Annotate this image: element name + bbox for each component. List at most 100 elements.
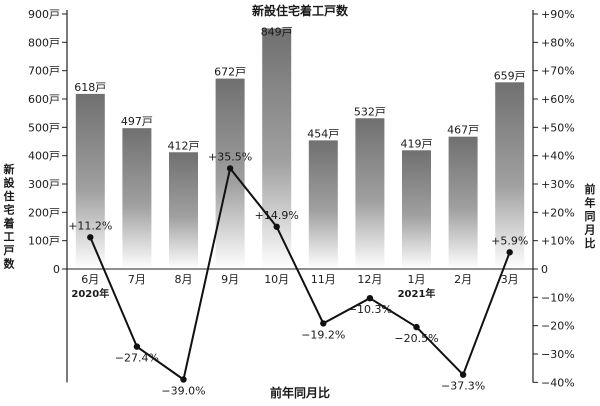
left-axis-title-char: 工 [4, 231, 15, 244]
chart-title: 新設住宅着工戸数 [252, 3, 349, 18]
right-tick-label: +30% [541, 178, 575, 191]
left-tick-label: 0 [53, 263, 60, 276]
left-tick-label: 600戸 [28, 93, 60, 106]
bar [122, 128, 152, 269]
year-label: 2021年 [398, 287, 436, 300]
line-point-label: −10.3% [348, 303, 392, 316]
bar [75, 93, 105, 270]
bar-value-label: 419戸 [401, 137, 433, 150]
bar [262, 28, 292, 270]
bar [215, 78, 245, 269]
bar-value-label: 532戸 [354, 105, 386, 118]
line-point [180, 376, 187, 383]
bar [402, 150, 431, 269]
category-label: 2月 [454, 273, 472, 286]
line-point-label: −37.3% [441, 380, 485, 393]
line-point [320, 320, 327, 327]
left-tick-label: 900戸 [28, 8, 60, 21]
left-tick-label: 800戸 [28, 36, 60, 49]
bar-value-label: 497戸 [121, 115, 153, 128]
line-point-label: +11.2% [68, 219, 112, 232]
right-tick-label: +20% [541, 206, 575, 219]
line-point [459, 371, 467, 378]
left-axis-title-char: 住 [4, 189, 15, 203]
right-axis: −40% −30% −20% −10% 0 +10% +20% +30% +40% +50% +60… [532, 8, 575, 389]
left-axis-title-char: 戸 [4, 244, 15, 257]
left-tick-label: 400戸 [28, 150, 60, 163]
bar-value-label: 659戸 [494, 69, 526, 82]
line-series: +11.2% −27.4% −39.0% +35.5% +14.9% −19.2%−10.… [68, 150, 528, 397]
left-axis-title-char: 着 [3, 216, 15, 230]
line-point [226, 165, 234, 172]
right-tick-label: −30% [541, 348, 575, 361]
left-tick-label: 100戸 [28, 235, 60, 248]
category-label: 8月 [175, 273, 193, 286]
category-label: 11月 [311, 273, 336, 286]
right-tick-label: −20% [541, 320, 575, 333]
line-point [133, 343, 141, 350]
right-tick-label: +90% [541, 8, 575, 21]
bar-value-label: 618戸 [74, 81, 106, 94]
category-label: 9月 [221, 273, 239, 286]
right-tick-label: −10% [541, 291, 575, 304]
line-point-label: −39.0% [161, 385, 205, 398]
left-axis: 0 100戸 200戸 300戸 400戸 500戸 600戸 700戸 800戸 900戸 [28, 8, 68, 383]
category-label: 7月 [128, 273, 146, 286]
left-axis-title: 新設住宅着工戸数 [3, 162, 16, 271]
bar-value-label: 454戸 [307, 127, 339, 140]
category-labels: 6月 7月 8月 9月 10月 11月 12月 1月 2月 3月 2020年 2021年 [71, 273, 518, 300]
right-tick-label: +80% [541, 36, 575, 49]
category-label: 12月 [357, 273, 382, 286]
line-point [366, 294, 374, 302]
left-axis-title-char: 新 [4, 162, 15, 176]
right-axis-title-char: 年 [585, 196, 596, 210]
line-point-label: −19.2% [301, 328, 345, 341]
bar-value-label: 672戸 [214, 66, 246, 79]
bar-value-label: 412戸 [168, 139, 200, 152]
left-tick-label: 300戸 [28, 178, 60, 191]
left-tick-label: 200戸 [28, 206, 60, 219]
right-tick-label: 0 [541, 263, 548, 276]
category-label: 3月 [501, 273, 519, 286]
left-axis-title-char: 数 [4, 257, 16, 271]
category-label: 6月 [81, 273, 99, 286]
right-axis-title-char: 同 [585, 210, 596, 223]
right-tick-label: +10% [541, 235, 575, 248]
right-axis-title-char: 前 [585, 182, 596, 196]
category-label: 1月 [408, 273, 426, 286]
line-point-label: −27.4% [115, 352, 159, 365]
left-axis-title-char: 宅 [4, 203, 15, 217]
right-axis-title-char: 月 [584, 224, 596, 237]
right-tick-label: +70% [541, 65, 575, 78]
line-point-label: +14.9% [255, 209, 299, 222]
bar [169, 152, 198, 269]
bar [308, 140, 338, 269]
right-axis-title: 前年同月比 [584, 182, 596, 250]
bar-series: 618戸 497戸 412戸 672戸 849戸 454戸 532戸 419戸 467戸 659戸 [74, 25, 526, 270]
line-point [273, 223, 280, 230]
right-tick-label: +60% [541, 93, 575, 106]
bar-value-label: 849戸 [261, 25, 293, 38]
left-axis-title-char: 設 [4, 176, 16, 190]
year-label: 2020年 [71, 287, 109, 300]
line-point [506, 249, 513, 256]
category-label: 10月 [264, 273, 289, 286]
bar [495, 82, 525, 270]
bottom-axis-title: 前年同月比 [270, 385, 330, 400]
left-tick-label: 700戸 [28, 65, 60, 78]
line-point-label: +35.5% [208, 150, 252, 163]
bar [355, 118, 385, 270]
right-tick-label: +40% [541, 150, 575, 163]
right-tick-label: −40% [541, 376, 575, 389]
line-point [413, 323, 420, 331]
bar-value-label: 467戸 [447, 124, 479, 137]
right-tick-label: +50% [541, 121, 575, 134]
bar [448, 136, 478, 269]
line-point [87, 234, 94, 241]
line-path [89, 167, 511, 381]
left-tick-label: 500戸 [28, 121, 60, 134]
line-point-label: −20.5% [394, 332, 438, 345]
line-point-label: +5.9% [491, 234, 528, 247]
right-axis-title-char: 比 [585, 236, 596, 250]
